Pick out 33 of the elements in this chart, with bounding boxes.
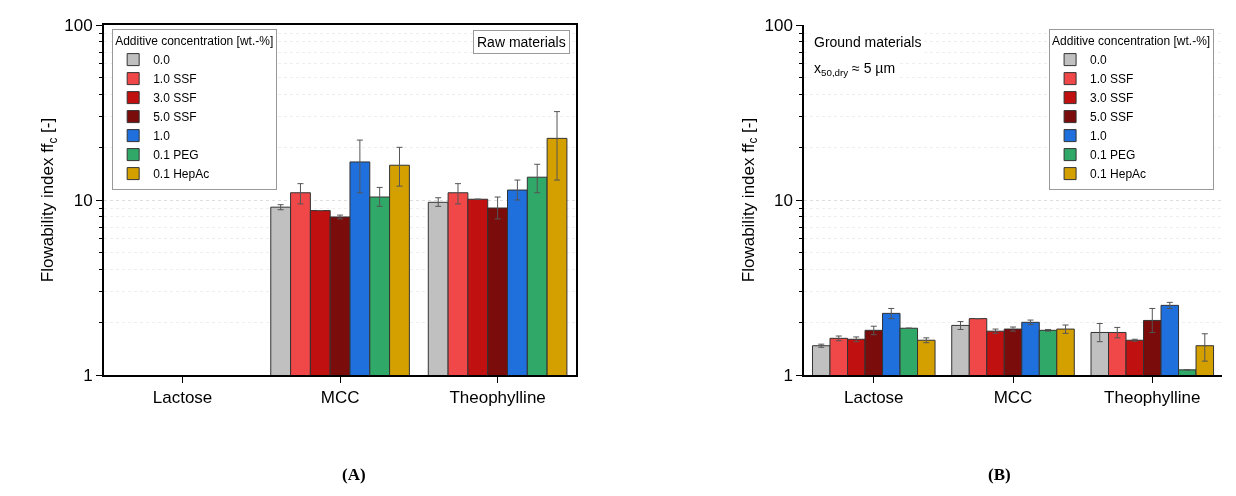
annotation: x$_{50,dry}$ ≈ 5 µm xyxy=(814,60,896,78)
x-tick-label: Theophylline xyxy=(1104,388,1201,408)
legend-label: 1.0 xyxy=(1090,129,1108,144)
y-tick-label: 1 xyxy=(83,365,93,385)
x-tick-label: Lactose xyxy=(152,388,213,408)
x-tick-label: MCC xyxy=(993,388,1033,408)
y-tick-label: 100 xyxy=(64,15,93,35)
legend-label: 0.0 xyxy=(1090,53,1108,68)
legend-label: 5.0 SSF xyxy=(1090,110,1134,125)
text: (B) xyxy=(988,465,1011,484)
legend-label: 1.0 xyxy=(153,129,171,144)
legend-label: 3.0 SSF xyxy=(153,91,197,106)
x-tick-label: MCC xyxy=(320,388,360,408)
legend-label: 3.0 SSF xyxy=(1090,91,1134,106)
legend-title: Additive concentration [wt.-%] xyxy=(115,34,274,49)
y-tick-label: 1 xyxy=(783,365,793,385)
legend-label: 0.1 PEG xyxy=(1090,148,1136,163)
legend-label: 1.0 SSF xyxy=(153,72,197,87)
legend-label: 0.1 PEG xyxy=(153,148,199,163)
legend-label: 0.0 xyxy=(153,53,171,68)
legend-label: 5.0 SSF xyxy=(153,110,197,125)
legend-label: 0.1 HepAc xyxy=(153,167,210,182)
x-tick-label: Theophylline xyxy=(449,388,546,408)
annotation: Raw materials xyxy=(477,34,566,50)
legend-title: Additive concentration [wt.-%] xyxy=(1052,34,1211,49)
y-tick-label: 10 xyxy=(73,190,93,210)
y-tick-label: 100 xyxy=(764,15,793,35)
legend-label: 0.1 HepAc xyxy=(1090,167,1147,182)
y-tick-label: 10 xyxy=(774,190,793,210)
annotation: Ground materials xyxy=(814,34,922,50)
x-tick-label: Lactose xyxy=(843,388,904,408)
text: (A) xyxy=(342,465,366,484)
legend-label: 1.0 SSF xyxy=(1090,72,1134,87)
